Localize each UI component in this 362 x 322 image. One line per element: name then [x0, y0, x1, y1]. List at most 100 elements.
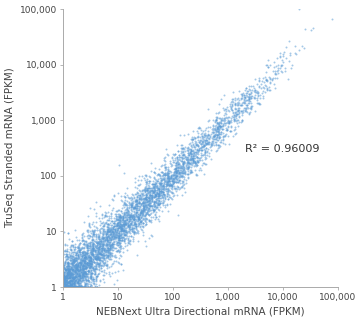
Point	[190, 136, 196, 141]
Point	[76, 282, 82, 287]
Point	[215, 123, 221, 128]
Point	[84, 233, 90, 238]
Point	[80, 284, 86, 289]
Point	[78, 261, 84, 267]
Point	[125, 223, 131, 228]
Point	[77, 284, 83, 289]
Point	[140, 210, 146, 215]
Point	[66, 268, 72, 273]
Point	[114, 222, 120, 227]
Point	[107, 226, 113, 231]
Point	[239, 108, 244, 113]
Point	[105, 245, 110, 250]
Point	[228, 100, 234, 105]
Point	[241, 95, 247, 100]
Point	[174, 186, 180, 191]
Point	[86, 259, 92, 264]
Point	[81, 271, 87, 276]
Point	[136, 216, 142, 222]
Point	[83, 264, 89, 269]
Point	[142, 218, 148, 223]
Point	[178, 165, 184, 170]
Point	[62, 284, 67, 289]
Point	[173, 170, 179, 175]
Point	[157, 200, 163, 205]
Point	[153, 199, 159, 204]
Point	[78, 257, 84, 262]
Point	[69, 268, 75, 273]
Point	[279, 62, 285, 68]
Point	[61, 281, 67, 286]
Point	[87, 284, 93, 289]
Point	[187, 149, 193, 154]
Point	[162, 178, 168, 183]
Point	[249, 93, 254, 98]
Point	[156, 213, 162, 218]
Point	[159, 194, 165, 199]
Point	[79, 255, 85, 260]
Point	[91, 254, 97, 259]
Point	[71, 253, 76, 259]
Point	[103, 232, 109, 237]
Point	[85, 269, 90, 274]
Point	[117, 228, 123, 233]
Point	[76, 270, 81, 276]
Point	[214, 133, 220, 138]
Point	[90, 276, 96, 281]
Point	[88, 284, 93, 289]
Point	[79, 284, 84, 289]
Point	[329, 16, 335, 22]
Point	[146, 178, 152, 183]
Point	[134, 199, 140, 204]
Point	[147, 191, 153, 196]
Point	[214, 126, 220, 131]
Point	[77, 284, 83, 289]
Point	[79, 231, 85, 236]
Point	[118, 226, 123, 231]
Point	[133, 204, 139, 209]
Point	[173, 179, 179, 185]
Point	[68, 278, 73, 283]
Point	[60, 284, 66, 289]
Point	[73, 274, 79, 279]
Point	[119, 222, 125, 227]
Point	[214, 133, 220, 138]
Point	[129, 192, 135, 197]
Point	[60, 284, 66, 289]
Point	[64, 279, 70, 285]
Point	[67, 284, 72, 289]
Point	[72, 284, 78, 289]
Point	[248, 105, 254, 110]
Point	[218, 137, 223, 143]
Point	[145, 201, 151, 206]
Point	[149, 197, 155, 203]
Point	[74, 259, 80, 264]
Point	[121, 228, 127, 233]
Point	[116, 245, 122, 250]
Point	[110, 231, 115, 236]
Point	[115, 218, 121, 223]
Point	[215, 143, 220, 148]
Point	[100, 253, 106, 258]
Point	[129, 204, 135, 210]
Point	[112, 232, 118, 238]
Point	[189, 156, 195, 161]
Point	[79, 246, 85, 251]
Point	[179, 165, 185, 170]
Point	[160, 192, 166, 197]
Point	[111, 224, 117, 229]
Point	[84, 271, 90, 277]
Point	[102, 237, 108, 242]
Point	[232, 98, 237, 103]
Point	[99, 230, 105, 235]
Point	[131, 214, 137, 220]
Point	[233, 114, 239, 119]
Point	[168, 169, 174, 174]
Point	[118, 227, 124, 232]
Point	[152, 194, 157, 200]
Point	[144, 192, 150, 197]
Point	[94, 273, 100, 279]
Point	[247, 91, 253, 96]
Point	[81, 252, 87, 258]
Point	[76, 278, 82, 283]
